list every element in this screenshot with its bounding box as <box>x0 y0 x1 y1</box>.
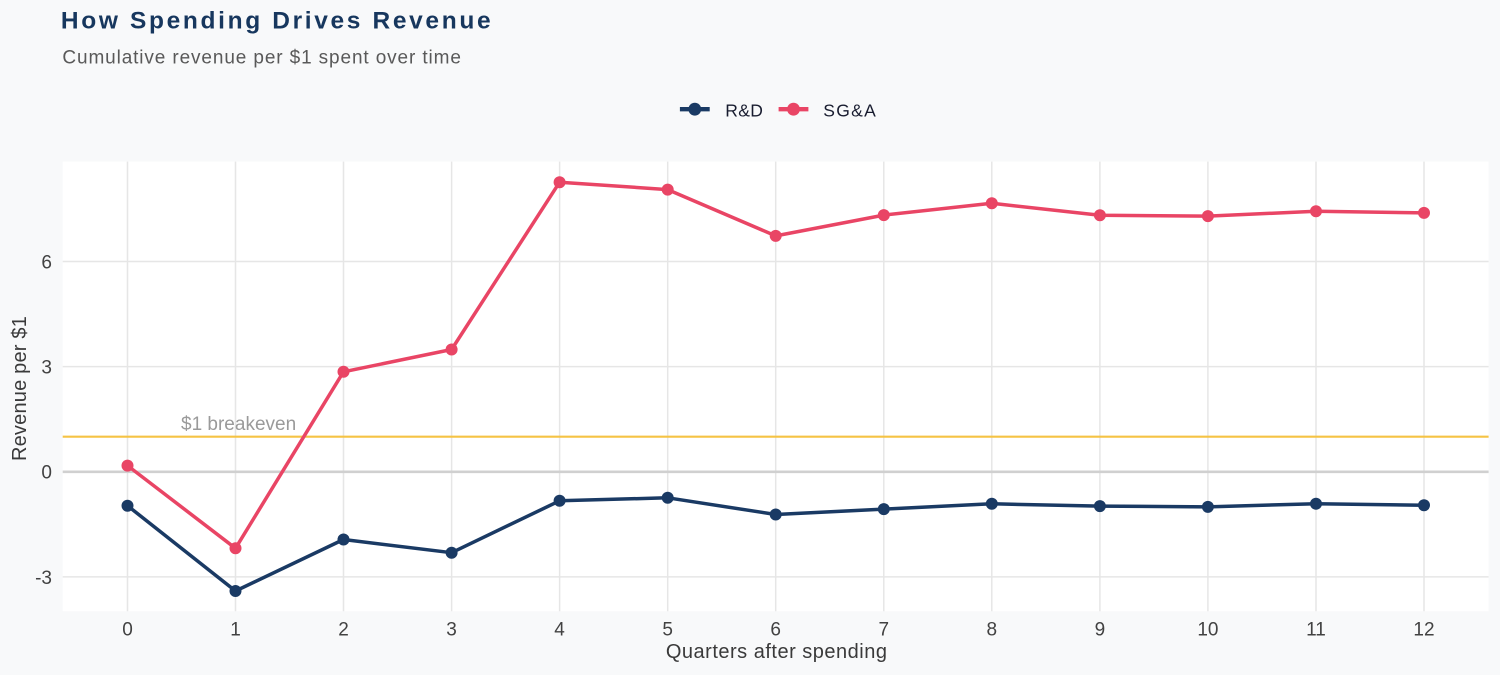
svg-text:7: 7 <box>879 619 890 640</box>
svg-text:12: 12 <box>1413 619 1434 640</box>
svg-text:0: 0 <box>41 463 52 484</box>
svg-text:SG&A: SG&A <box>823 100 877 120</box>
svg-text:How Spending Drives Revenue: How Spending Drives Revenue <box>61 8 493 35</box>
svg-text:4: 4 <box>554 619 565 640</box>
svg-text:10: 10 <box>1197 619 1218 640</box>
svg-text:2: 2 <box>338 619 349 640</box>
svg-text:3: 3 <box>446 619 457 640</box>
svg-text:Cumulative revenue per $1 spen: Cumulative revenue per $1 spent over tim… <box>62 47 461 68</box>
svg-text:6: 6 <box>770 619 781 640</box>
svg-text:5: 5 <box>662 619 673 640</box>
svg-text:0: 0 <box>122 619 133 640</box>
svg-text:$1 breakeven: $1 breakeven <box>181 414 296 435</box>
svg-text:3: 3 <box>41 358 52 379</box>
svg-text:Revenue per $1: Revenue per $1 <box>9 316 31 461</box>
svg-text:R&D: R&D <box>725 100 763 120</box>
svg-text:6: 6 <box>41 252 52 273</box>
svg-text:11: 11 <box>1306 619 1326 640</box>
svg-text:1: 1 <box>230 619 241 640</box>
svg-text:Quarters after spending: Quarters after spending <box>666 641 888 663</box>
svg-text:8: 8 <box>987 619 998 640</box>
svg-text:-3: -3 <box>35 568 52 589</box>
svg-text:9: 9 <box>1095 619 1106 640</box>
